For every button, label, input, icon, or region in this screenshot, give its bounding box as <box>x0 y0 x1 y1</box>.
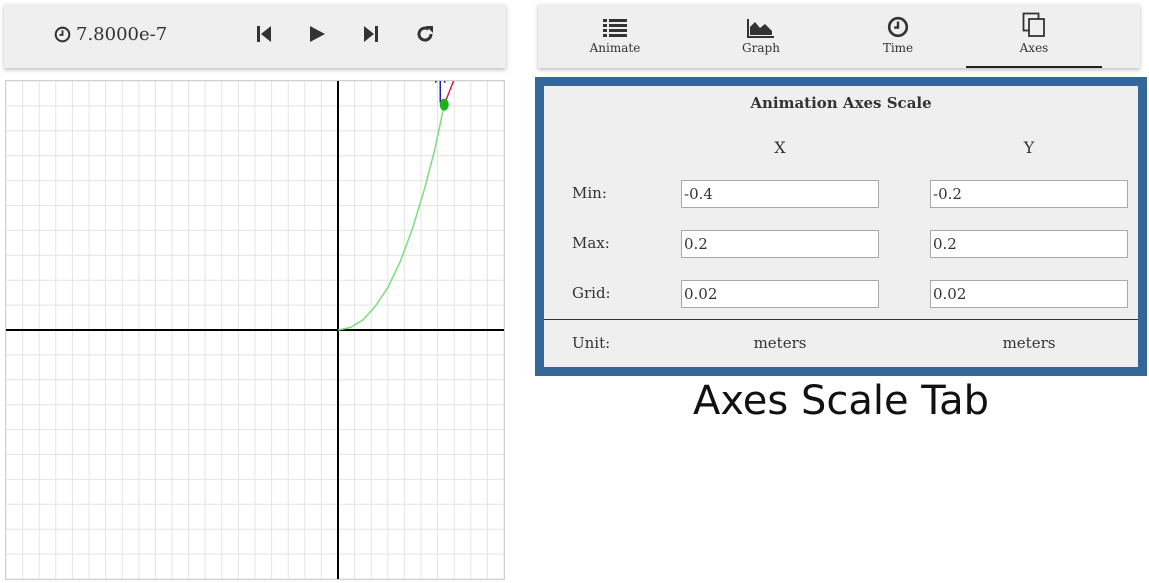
column-x-header: X <box>774 138 786 157</box>
time-readout: 7.8000e-7 <box>54 22 167 46</box>
unit-label: Unit: <box>572 334 611 352</box>
tab-time[interactable]: Time <box>830 4 966 68</box>
step-forward-button[interactable] <box>356 19 386 49</box>
clock-icon <box>54 26 71 42</box>
x-grid-input[interactable] <box>681 280 879 308</box>
tab-time-label: Time <box>882 41 914 55</box>
column-y-header: Y <box>1023 138 1035 157</box>
panel-divider <box>544 319 1138 320</box>
animation-canvas[interactable] <box>5 56 505 580</box>
panel-title: Animation Axes Scale <box>750 94 932 112</box>
y-unit-value: meters <box>1002 334 1056 352</box>
tab-graph-label: Graph <box>742 41 780 55</box>
y-min-input[interactable] <box>930 180 1128 208</box>
area-chart-icon <box>747 19 774 38</box>
step-back-button[interactable] <box>249 19 279 49</box>
caption: Axes Scale Tab <box>692 378 989 424</box>
reset-button[interactable] <box>410 19 440 49</box>
x-max-input[interactable] <box>681 230 879 258</box>
animation-plot <box>5 56 505 580</box>
y-max-input[interactable] <box>930 230 1128 258</box>
list-icon <box>603 19 627 37</box>
time-value: 7.8000e-7 <box>76 23 168 45</box>
play-icon <box>310 26 325 42</box>
animation-toolbar: 7.8000e-7 <box>4 4 506 68</box>
clock-icon <box>887 16 909 38</box>
max-label: Max: <box>572 234 610 252</box>
reload-icon <box>417 26 433 42</box>
skip-forward-icon <box>364 26 378 42</box>
y-grid-input[interactable] <box>930 280 1128 308</box>
tab-axes-label: Axes <box>1019 41 1049 55</box>
tab-graph[interactable]: Graph <box>693 4 829 68</box>
tab-animate[interactable]: Animate <box>547 4 683 68</box>
x-min-input[interactable] <box>681 180 879 208</box>
x-unit-value: meters <box>753 334 807 352</box>
grid-label: Grid: <box>572 284 611 302</box>
axes-scale-panel: Animation Axes Scale X Y Min: Max: Grid:… <box>535 77 1147 376</box>
play-button[interactable] <box>302 19 332 49</box>
tab-bar: Animate Graph Time Axes <box>538 4 1140 68</box>
particle-marker <box>439 98 449 111</box>
skip-back-icon <box>257 26 271 42</box>
trajectory-path <box>337 104 445 331</box>
copy-icon <box>1022 12 1045 37</box>
tab-axes[interactable]: Axes <box>966 4 1102 68</box>
min-label: Min: <box>572 184 607 202</box>
tab-animate-label: Animate <box>589 41 641 55</box>
